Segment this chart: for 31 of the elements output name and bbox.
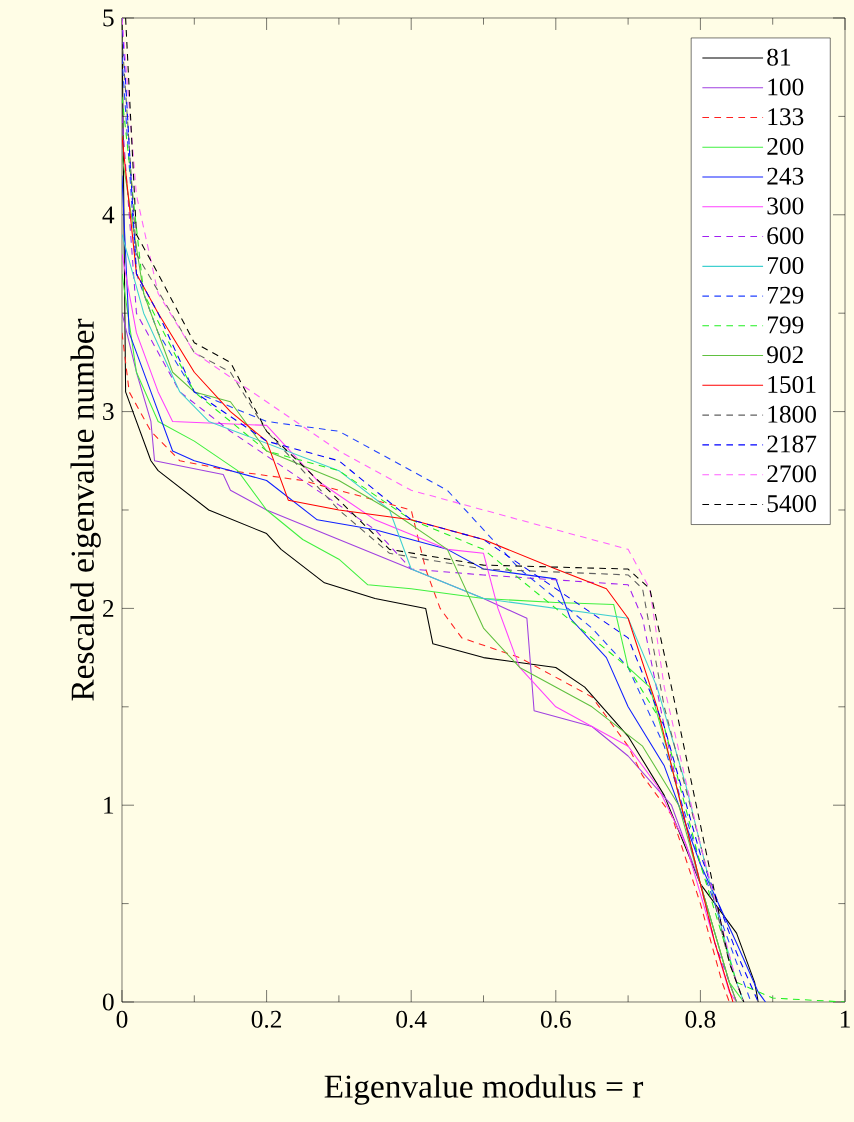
y-tick-label: 5 [103, 9, 114, 27]
x-tick-label: 0 [116, 1010, 128, 1028]
legend-label: 243 [767, 167, 804, 185]
x-tick-label: 0.2 [251, 1010, 282, 1028]
x-axis-title: Eigenvalue modulus = r [324, 1074, 644, 1105]
legend-label: 100 [768, 78, 804, 96]
legend-label: 1800 [768, 405, 816, 423]
y-axis-title: Rescaled eigenvalue number [70, 318, 101, 701]
legend-label: 902 [767, 346, 803, 364]
y-tick-label: 4 [102, 206, 115, 224]
legend-label: 799 [767, 316, 804, 334]
x-tick-label: 1 [840, 1010, 850, 1028]
legend-label: 600 [767, 227, 804, 245]
line-series [122, 96, 846, 1002]
legend-label: 81 [767, 48, 791, 66]
legend-label: 2700 [767, 465, 816, 483]
legend-label: 133 [768, 108, 804, 126]
legend-label: 5400 [767, 495, 816, 513]
y-tick-label: 3 [103, 403, 114, 421]
y-tick-label: 0 [102, 993, 114, 1011]
y-tick-label: 2 [103, 600, 114, 617]
x-tick-label: 0.8 [685, 1010, 716, 1028]
legend-label: 300 [767, 197, 804, 215]
legend-label: 729 [767, 286, 804, 304]
legend-label: 2187 [767, 435, 817, 453]
legend-label: 700 [767, 256, 804, 275]
legend-label: 200 [767, 137, 804, 155]
x-tick-label: 0.6 [540, 1010, 571, 1028]
x-tick-label: 0.4 [396, 1010, 427, 1028]
y-tick-label: 1 [104, 796, 114, 814]
legend-label: 1501 [768, 375, 816, 394]
